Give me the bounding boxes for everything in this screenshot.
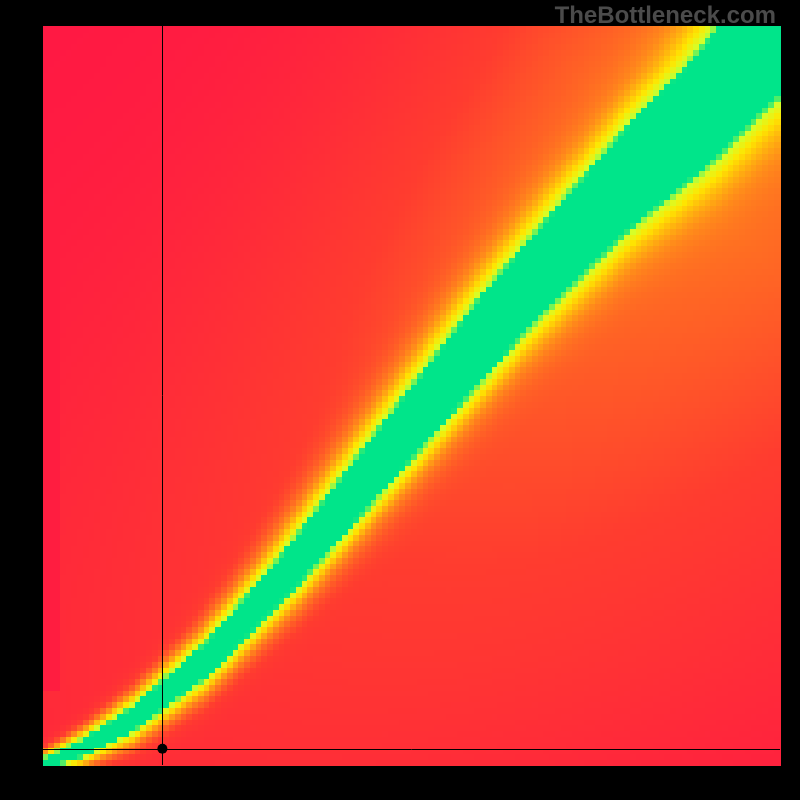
bottleneck-heatmap bbox=[0, 0, 800, 800]
chart-container: TheBottleneck.com bbox=[0, 0, 800, 800]
watermark-text: TheBottleneck.com bbox=[555, 2, 776, 30]
